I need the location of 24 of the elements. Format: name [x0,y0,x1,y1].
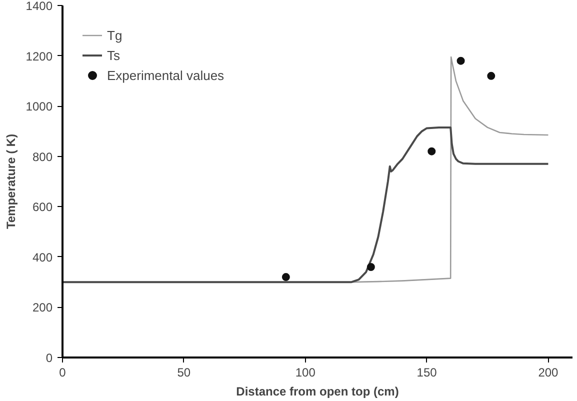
point [282,273,290,282]
y-tick-label: 1400 [26,0,53,13]
x-tick-label: 0 [59,366,66,380]
line-series [62,126,550,284]
y-tick-label: 400 [32,250,53,264]
y-tick-label: 200 [32,300,53,315]
x-axis-title: Distance from open top (cm) [236,384,399,398]
y-tick-label: 800 [32,150,53,164]
legend-label: Tg [107,28,124,42]
legend-label: Experimental values [107,68,224,82]
legend-label: Ts [107,48,121,62]
x-tick-label: 50 [177,366,191,380]
point [487,72,496,80]
x-tick-label: 200 [538,366,559,380]
point [428,147,436,156]
y-tick-label: 1000 [26,100,53,114]
y-tick-label: 0 [46,351,53,365]
point [456,56,465,65]
y-axis-title: Temperature ( K) [4,134,18,230]
point [366,262,375,271]
y-tick-label: 1200 [26,49,53,64]
y-tick-label: 600 [32,200,53,214]
x-tick-label: 150 [416,366,438,380]
x-tick-label: 100 [295,366,316,380]
